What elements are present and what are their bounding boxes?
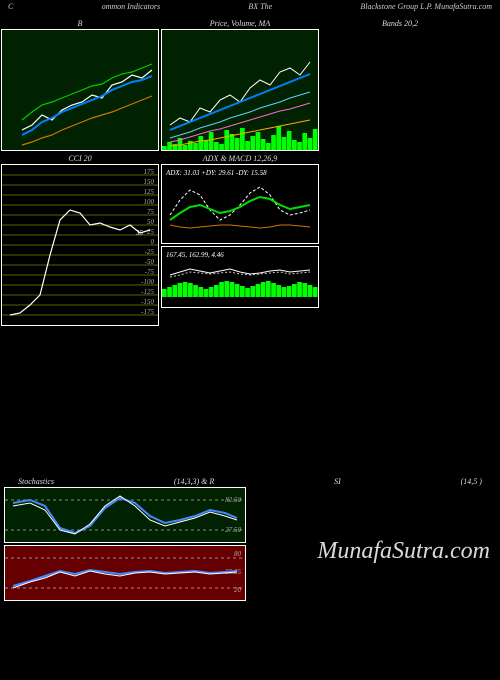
- svg-text:-75: -75: [145, 268, 155, 276]
- svg-text:0: 0: [151, 238, 155, 246]
- svg-text:125: 125: [144, 188, 155, 196]
- svg-text:175: 175: [144, 168, 155, 176]
- stoch-chart: 82.50 27.50: [4, 487, 246, 543]
- svg-text:50: 50: [147, 218, 155, 226]
- hdr-right: Blackstone Group L.P. MunafaSutra.com: [360, 2, 492, 11]
- svg-text:167.45, 162.99, 4.46: 167.45, 162.99, 4.46: [166, 251, 224, 259]
- svg-text:150: 150: [144, 178, 155, 186]
- price-chart: [161, 29, 319, 151]
- stoch-t2: (14,3,3) & R: [174, 477, 214, 486]
- cci-title: CCI 20: [1, 153, 159, 164]
- svg-text:-175: -175: [141, 308, 154, 316]
- svg-text:100: 100: [144, 198, 155, 206]
- svg-text:-100: -100: [141, 278, 154, 286]
- svg-text:35: 35: [135, 229, 144, 237]
- cci-chart: 175 150 125 100 75 50 25 0 -25 -50 -75 -100 -125 -150…: [1, 164, 159, 326]
- price-title: Price, Volume, MA: [161, 18, 319, 29]
- svg-text:75: 75: [147, 208, 155, 216]
- rsi-chart: 8055.2520: [4, 545, 246, 601]
- svg-text:ADX: 31.03 +DY: 29.61 -DY: 15.: ADX: 31.03 +DY: 29.61 -DY: 15.58: [165, 169, 267, 177]
- svg-text:82.50: 82.50: [225, 496, 241, 504]
- bbands-title-r: Bands 20,2: [321, 18, 479, 29]
- stoch-t1: Stochastics: [18, 477, 54, 486]
- svg-text:25: 25: [147, 228, 155, 236]
- svg-text:80: 80: [234, 550, 242, 558]
- adx-chart: ADX: 31.03 +DY: 29.61 -DY: 15.58: [161, 164, 319, 244]
- stoch-t3: SI: [334, 477, 341, 486]
- adx-title: ADX & MACD 12,26,9: [161, 153, 319, 164]
- macd-chart: 167.45, 162.99, 4.46: [161, 246, 319, 308]
- svg-text:-50: -50: [145, 258, 155, 266]
- svg-text:-25: -25: [145, 248, 155, 256]
- hdr-mid1: ommon Indicators: [102, 2, 160, 11]
- svg-text:20: 20: [234, 586, 242, 594]
- svg-text:27.50: 27.50: [225, 526, 241, 534]
- page-header: C ommon Indicators BX The Blackstone Gro…: [0, 0, 500, 13]
- svg-text:-125: -125: [141, 288, 154, 296]
- stoch-t4: (14,5 ): [461, 477, 482, 486]
- bbands-chart: [1, 29, 159, 151]
- hdr-mid2: BX The: [248, 2, 272, 11]
- hdr-left: C: [8, 2, 13, 11]
- bbands-title-l: B: [78, 19, 83, 28]
- svg-text:-150: -150: [141, 298, 154, 306]
